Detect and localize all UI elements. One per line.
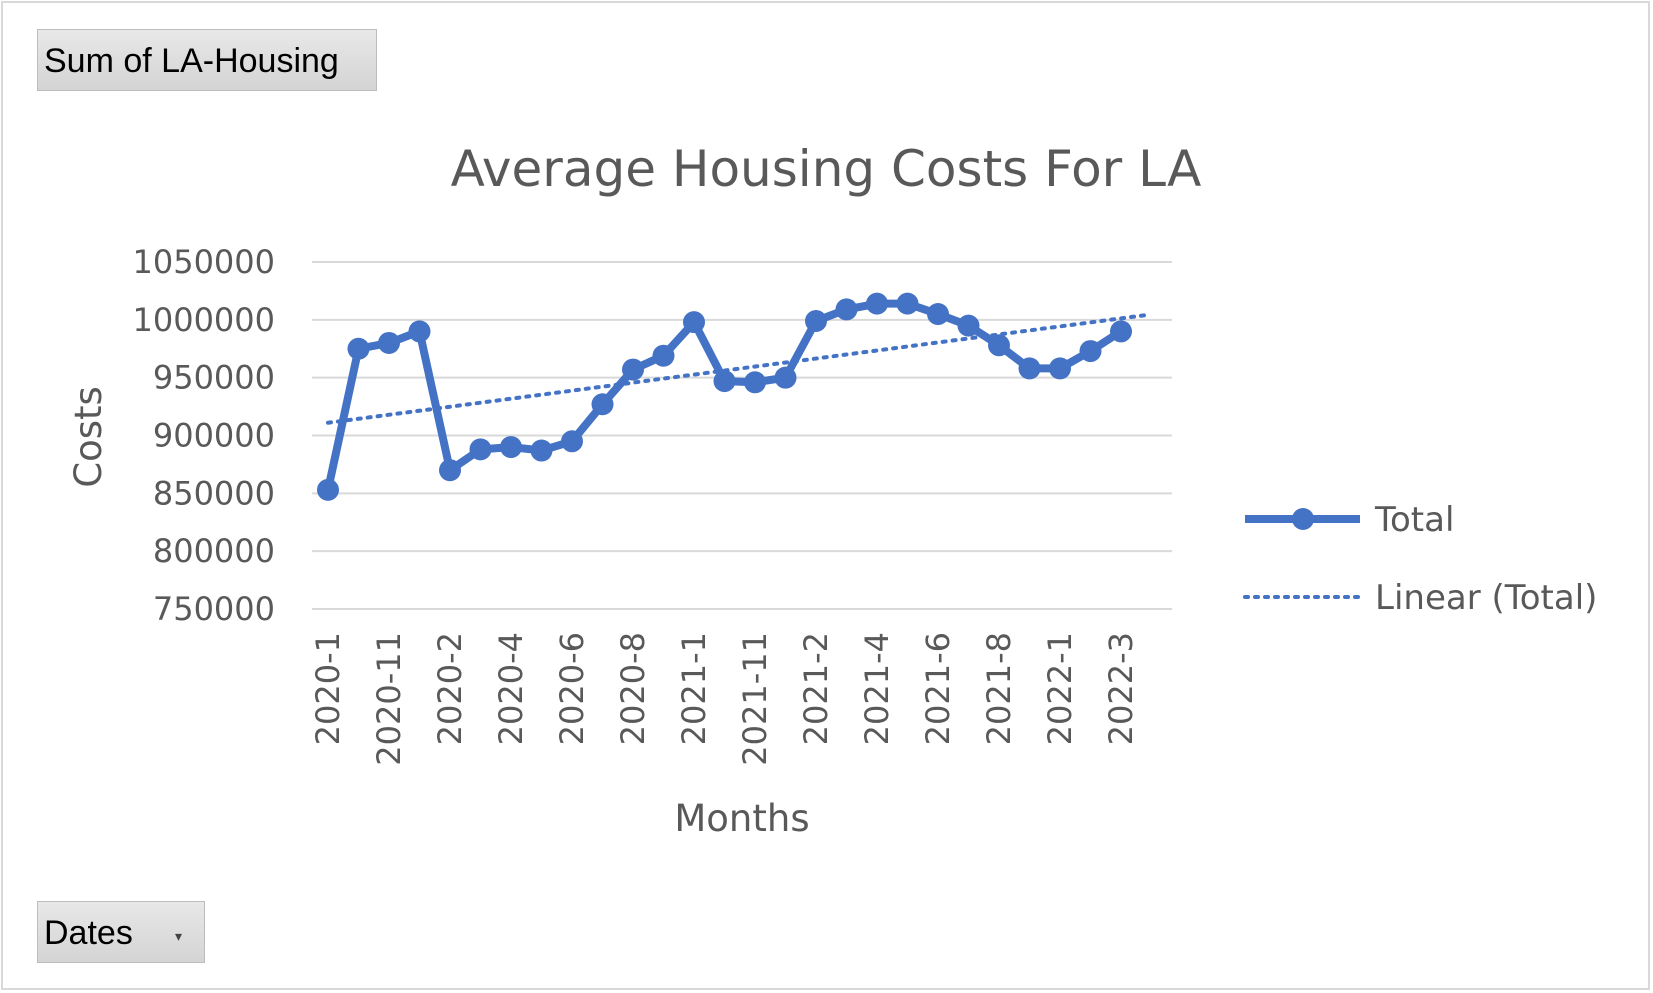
x-tick-label-9: 2021-4 (858, 632, 896, 745)
data-point-14 (744, 371, 766, 394)
trendline-group (326, 313, 1147, 425)
data-point-22 (988, 334, 1010, 357)
value-field-button[interactable]: Sum of LA-Housing (37, 29, 377, 91)
data-point-23 (1018, 357, 1041, 380)
x-tick-label-13: 2022-3 (1102, 632, 1140, 745)
y-tick-label-1: 800000 (153, 532, 275, 570)
data-point-6 (500, 436, 522, 459)
data-point-12 (683, 311, 705, 334)
x-tick-label-4: 2020-6 (553, 632, 591, 745)
y-axis-title: Costs (67, 386, 110, 488)
data-point-13 (713, 370, 736, 393)
y-tick-label-5: 1000000 (132, 301, 275, 339)
y-tick-label-3: 900000 (153, 417, 275, 455)
x-tick-label-1: 2020-11 (370, 632, 408, 766)
data-point-5 (469, 438, 492, 461)
x-axis-ticks: 2020-1 2020-11 2020-2 2020-4 2020-6 2020-8 202… (309, 632, 1140, 766)
x-tick-label-11: 2021-8 (980, 632, 1018, 745)
data-point-9 (591, 393, 614, 416)
data-point-17 (835, 298, 858, 321)
legend: Total Linear (Total) (1243, 500, 1597, 618)
legend-total-marker (1292, 508, 1314, 530)
x-tick-label-6: 2021-1 (675, 632, 713, 745)
data-point-15 (774, 366, 797, 389)
x-tick-label-5: 2020-8 (614, 632, 652, 745)
x-axis-title: Months (674, 797, 809, 840)
y-tick-label-2: 850000 (153, 474, 275, 512)
data-point-0 (317, 478, 339, 501)
series-group (317, 292, 1132, 501)
x-tick-label-8: 2021-2 (797, 632, 835, 745)
x-tick-label-3: 2020-4 (492, 632, 530, 745)
trendline (326, 313, 1147, 425)
axis-field-button[interactable]: Dates ▾ (37, 901, 205, 963)
data-point-18 (866, 292, 888, 315)
data-point-24 (1049, 357, 1071, 380)
data-point-11 (652, 344, 675, 367)
legend-total-label: Total (1374, 500, 1454, 540)
x-tick-label-10: 2021-6 (919, 632, 957, 745)
data-point-16 (805, 309, 827, 332)
data-point-1 (347, 337, 370, 360)
data-point-2 (378, 331, 400, 354)
data-point-8 (561, 430, 583, 453)
y-tick-label-6: 1050000 (132, 243, 275, 281)
data-point-20 (927, 303, 949, 326)
y-axis-ticks: 750000 800000 850000 900000 950000 1000000 105… (132, 243, 275, 628)
x-tick-label-0: 2020-1 (309, 632, 347, 745)
axis-field-label: Dates (44, 914, 133, 952)
data-point-19 (896, 292, 919, 315)
data-point-7 (530, 439, 553, 462)
data-point-4 (439, 459, 461, 482)
value-field-label: Sum of LA-Housing (44, 42, 339, 80)
x-tick-label-7: 2021-11 (736, 632, 774, 766)
data-point-26 (1110, 320, 1132, 343)
data-point-21 (957, 314, 980, 337)
y-tick-label-0: 750000 (153, 590, 275, 628)
x-tick-label-2: 2020-2 (431, 632, 469, 745)
chart-title: Average Housing Costs For LA (451, 140, 1202, 198)
y-tick-label-4: 950000 (153, 359, 275, 397)
x-tick-label-12: 2022-1 (1041, 632, 1079, 745)
data-point-25 (1079, 340, 1102, 363)
legend-linear-label: Linear (Total) (1375, 578, 1597, 618)
data-point-3 (408, 320, 431, 343)
data-point-10 (622, 358, 644, 381)
dropdown-arrow-icon[interactable]: ▾ (174, 928, 182, 944)
